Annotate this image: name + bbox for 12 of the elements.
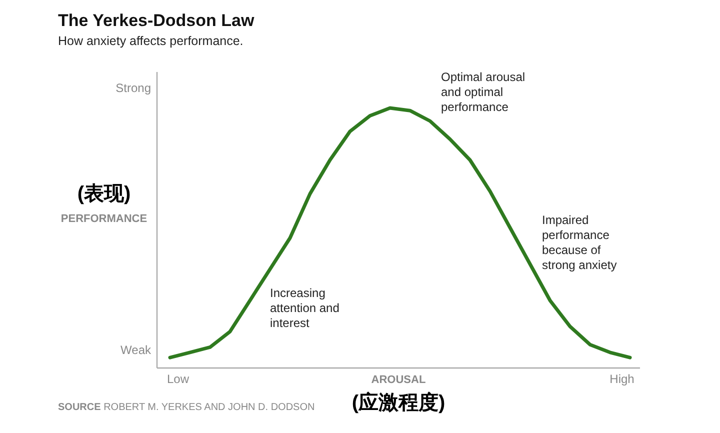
text: Weak <box>120 343 152 357</box>
text: Low <box>166 372 190 386</box>
annotation: Increasing attention and interest <box>270 286 340 330</box>
annotation: Impaired performance because of strong anxiety <box>542 213 617 272</box>
text: High <box>610 372 634 386</box>
chart-title: The Yerkes-Dodson Law <box>58 11 255 30</box>
chart-subtitle: How anxiety affects performance. <box>58 34 244 48</box>
annotation: Optimal arousal and optimal performance <box>441 70 526 114</box>
text: Strong <box>116 81 151 95</box>
x-axis-title: AROUSAL (应激程度) <box>352 374 446 414</box>
source-note: SOURCE ROBERT M. YERKES AND JOHN D. DODSON <box>58 402 315 413</box>
y-axis-title: (表现) PERFORMANCE <box>60 183 148 225</box>
